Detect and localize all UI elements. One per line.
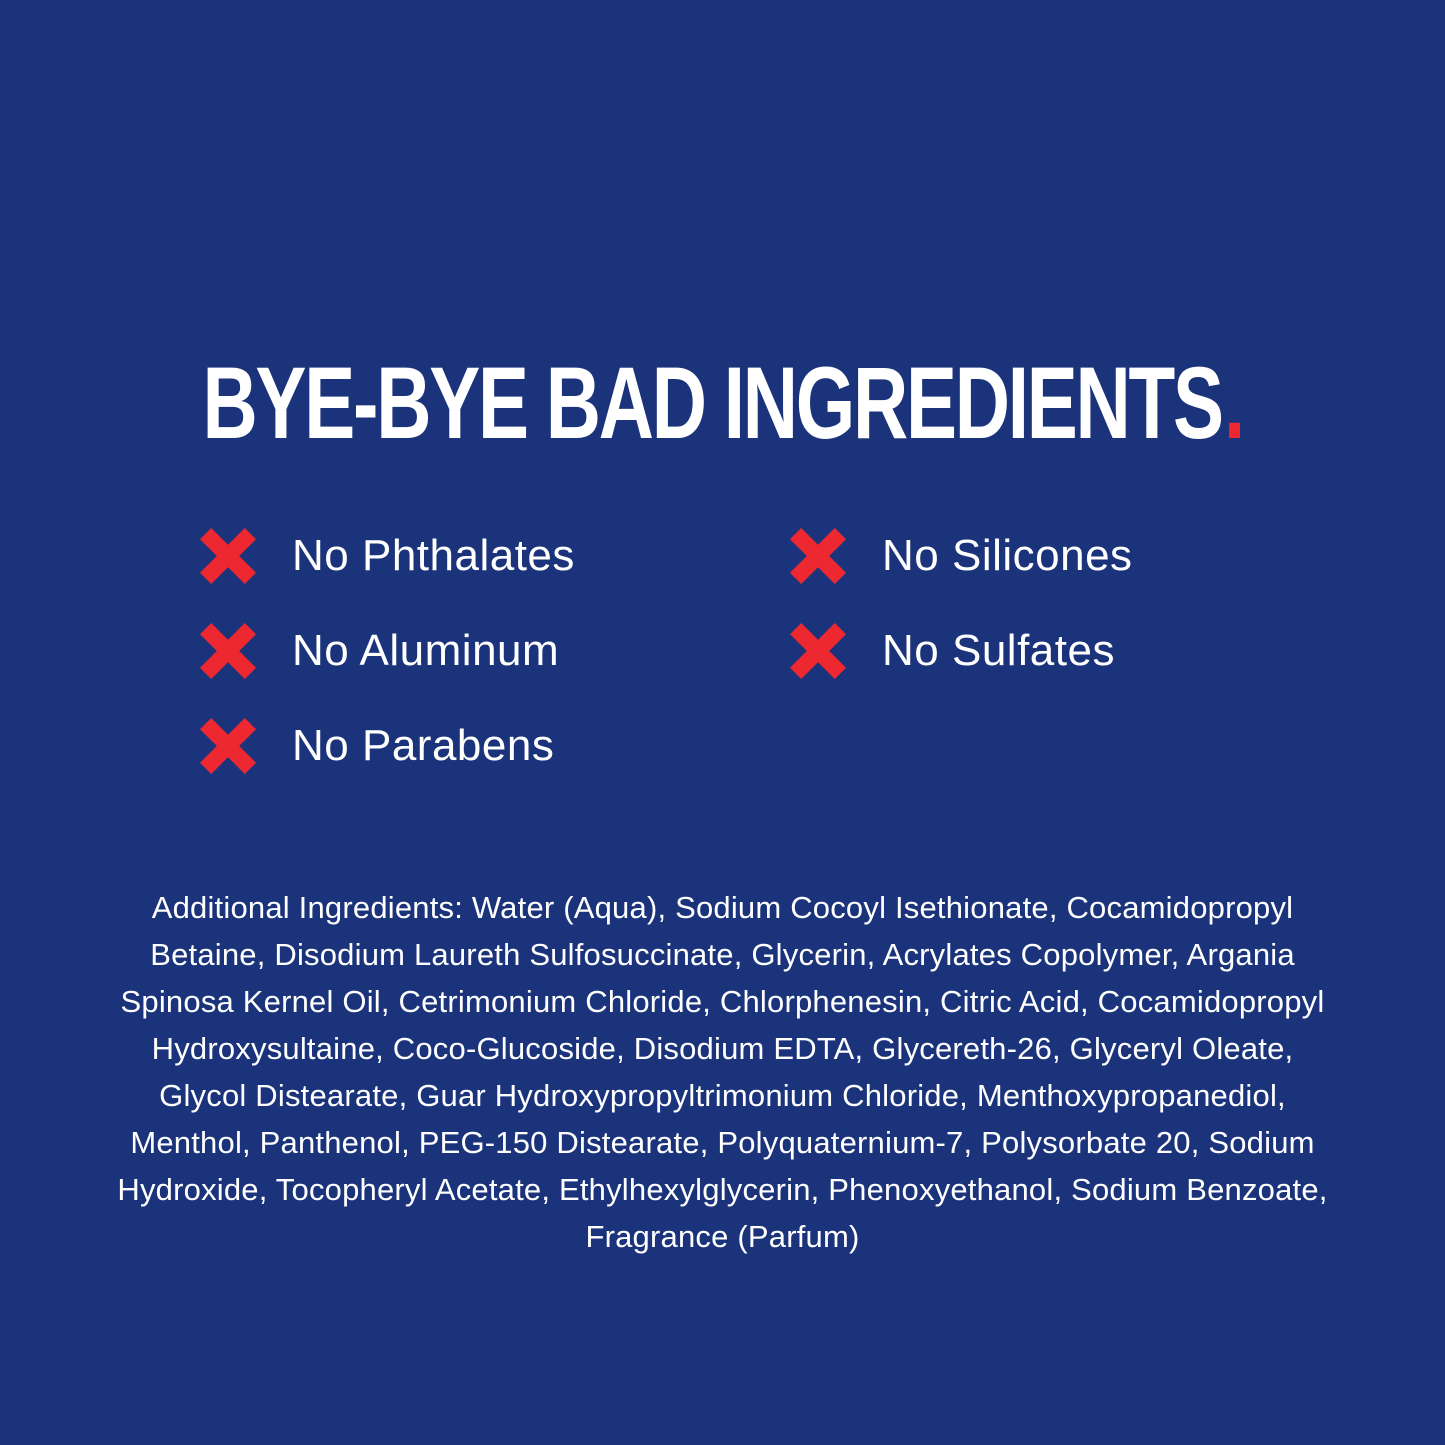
claim-label: No Aluminum (292, 625, 560, 675)
claim-no-sulfates: No Sulfates (790, 622, 1133, 679)
ingredients-line: Betaine, Disodium Laureth Sulfosuccinate… (150, 937, 1295, 972)
additional-ingredients-paragraph: Additional Ingredients: Water (Aqua), So… (0, 884, 1445, 1260)
ingredients-line: Additional Ingredients: Water (Aqua), So… (151, 890, 1294, 925)
headline-text: BYE-BYE BAD INGREDIENTS (202, 346, 1224, 460)
x-mark-icon (200, 622, 256, 679)
claims-column-left: No Phthalates No Aluminum No Parabens (200, 527, 790, 774)
x-mark-icon (790, 527, 846, 584)
x-mark-icon (200, 717, 256, 774)
x-mark-icon (200, 527, 256, 584)
headline-period: . (1223, 346, 1245, 460)
ingredients-line: Hydroxide, Tocopheryl Acetate, Ethylhexy… (117, 1172, 1328, 1207)
x-mark-icon (790, 622, 846, 679)
headline-inner: BYE-BYE BAD INGREDIENTS. (202, 352, 1245, 454)
claim-no-phthalates: No Phthalates (200, 527, 790, 584)
claims-column-right: No Silicones No Sulfates (790, 527, 1133, 774)
headline: BYE-BYE BAD INGREDIENTS. (0, 352, 1445, 454)
claim-label: No Silicones (882, 530, 1133, 580)
ingredients-line: Menthol, Panthenol, PEG-150 Distearate, … (130, 1125, 1315, 1160)
claim-no-aluminum: No Aluminum (200, 622, 790, 679)
claim-no-silicones: No Silicones (790, 527, 1133, 584)
ingredients-line: Fragrance (Parfum) (585, 1219, 860, 1254)
claim-no-parabens: No Parabens (200, 717, 790, 774)
claim-label: No Sulfates (882, 625, 1115, 675)
claim-label: No Parabens (292, 720, 555, 770)
claim-label: No Phthalates (292, 530, 575, 580)
ingredients-line: Glycol Distearate, Guar Hydroxypropyltri… (159, 1078, 1286, 1113)
ingredients-line: Spinosa Kernel Oil, Cetrimonium Chloride… (120, 984, 1325, 1019)
ingredients-line: Hydroxysultaine, Coco-Glucoside, Disodiu… (151, 1031, 1294, 1066)
claims-list: No Phthalates No Aluminum No Parabens No… (200, 527, 1133, 774)
